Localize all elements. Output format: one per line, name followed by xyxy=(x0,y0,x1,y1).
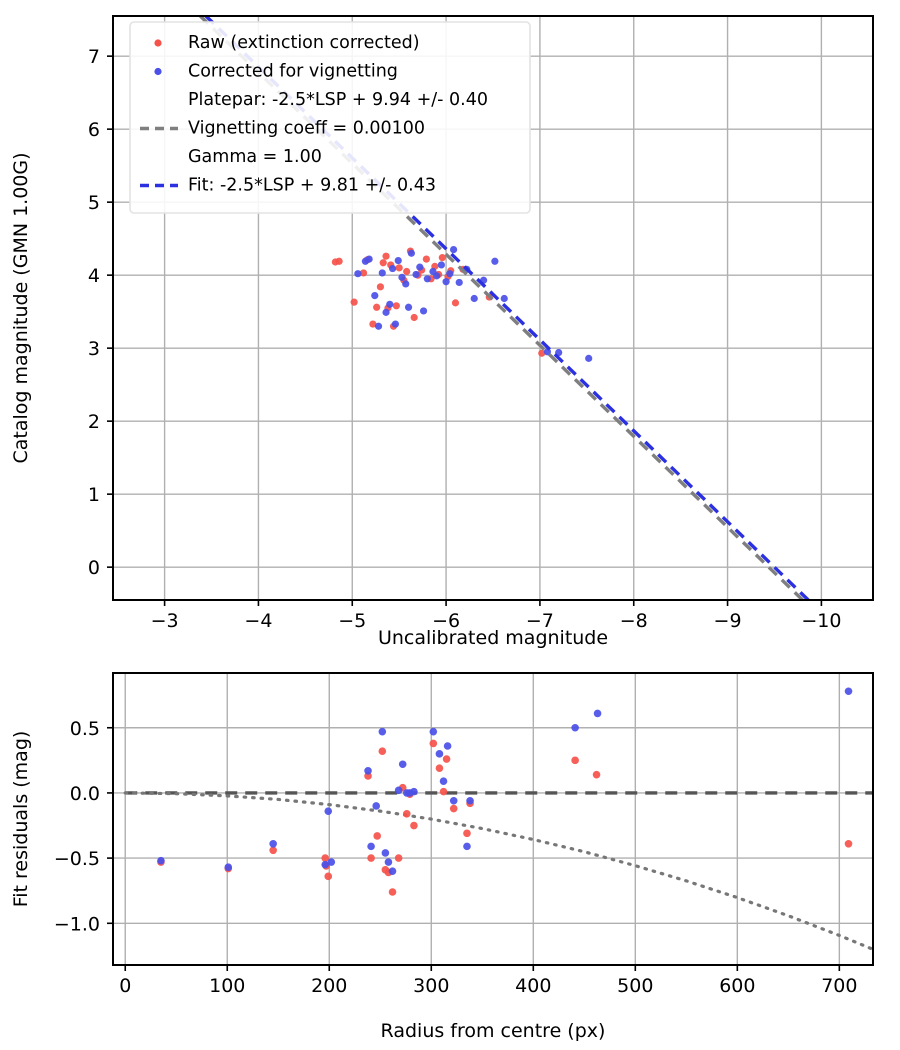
legend-label: Platepar: -2.5*LSP + 9.94 +/- 0.40 xyxy=(188,90,488,110)
legend-label: Fit: -2.5*LSP + 9.81 +/- 0.43 xyxy=(188,176,436,196)
top-fit-line-1 xyxy=(204,14,810,602)
bottom-series-1 xyxy=(157,687,853,875)
top-plot-legend: Raw (extinction corrected) Corrected for … xyxy=(129,21,531,214)
top-y-tick-label: 3 xyxy=(88,338,100,360)
legend-marker-dot xyxy=(154,39,162,47)
top-x-tick-label: −4 xyxy=(244,610,272,632)
bottom-x-tick-label: 300 xyxy=(413,975,449,997)
vignetting-curve xyxy=(123,791,875,951)
top-y-tick-label: 5 xyxy=(88,192,100,214)
top-x-tick-label: −5 xyxy=(338,610,366,632)
top-plot-fit-lines xyxy=(199,14,810,602)
legend-label: Raw (extinction corrected) xyxy=(188,33,420,53)
bottom-x-axis-label: Radius from centre (px) xyxy=(381,1020,606,1042)
bottom-x-tick-label: 400 xyxy=(515,975,551,997)
top-x-axis-label: Uncalibrated magnitude xyxy=(378,627,608,649)
legend-marker-dot xyxy=(154,67,162,76)
top-fit-line-0 xyxy=(199,14,804,602)
legend-box xyxy=(129,21,531,214)
top-y-tick-label: 1 xyxy=(88,484,100,506)
legend-label: Corrected for vignetting xyxy=(188,62,398,82)
bottom-y-tick-label: −1.0 xyxy=(54,913,100,935)
top-x-tick-label: −3 xyxy=(151,610,179,632)
bottom-x-tick-label: 0 xyxy=(119,975,131,997)
photometric-calibration-svg: −3 −4 −5 −6 −7 −8 −9 −10 0 1 2 3 4 5 6 7 Uncalibrated m… xyxy=(10,14,874,649)
legend-label: Vignetting coeff = 0.00100 xyxy=(188,119,425,139)
top-plot-series xyxy=(331,246,593,362)
top-y-tick-label: 6 xyxy=(88,119,100,141)
top-series-1 xyxy=(354,246,593,362)
top-y-axis-label: Catalog magnitude (GMN 1.00G) xyxy=(10,152,32,463)
bottom-y-tick-label: −0.5 xyxy=(54,848,100,870)
bottom-plot-lines xyxy=(123,791,875,951)
bottom-plot-frame xyxy=(112,672,874,966)
bottom-x-tick-label: 200 xyxy=(311,975,347,997)
top-y-tick-label: 0 xyxy=(88,557,100,579)
fit-residuals-panel: 0 100 200 300 400 500 600 700 0.5 0.0 −0.5 −1.0 Rad… xyxy=(0,655,900,1050)
top-y-tick-label: 2 xyxy=(88,411,100,433)
top-y-tick-label: 4 xyxy=(88,265,100,287)
bottom-plot-ticks: 0 100 200 300 400 500 600 700 0.5 0.0 −0.5 −1.0 xyxy=(54,718,858,997)
fit-residuals-svg: 0 100 200 300 400 500 600 700 0.5 0.0 −0.5 −1.0 Rad… xyxy=(10,672,875,1042)
bottom-y-axis-label: Fit residuals (mag) xyxy=(10,731,32,908)
bottom-x-tick-label: 500 xyxy=(617,975,653,997)
top-x-tick-label: −9 xyxy=(714,610,742,632)
bottom-y-tick-label: 0.0 xyxy=(70,783,100,805)
legend-label: Gamma = 1.00 xyxy=(188,147,322,167)
bottom-x-tick-label: 100 xyxy=(209,975,245,997)
bottom-series-0 xyxy=(157,739,853,896)
top-plot-frame xyxy=(112,15,874,601)
photometric-calibration-panel: −3 −4 −5 −6 −7 −8 −9 −10 0 1 2 3 4 5 6 7 Uncalibrated m… xyxy=(10,14,874,649)
top-x-tick-label: −10 xyxy=(801,610,841,632)
bottom-x-tick-label: 600 xyxy=(719,975,755,997)
top-x-tick-label: −7 xyxy=(526,610,554,632)
bottom-x-tick-label: 700 xyxy=(821,975,857,997)
bottom-plot-grid xyxy=(113,673,873,965)
bottom-plot-series xyxy=(157,687,853,896)
top-x-tick-label: −8 xyxy=(620,610,648,632)
top-y-tick-label: 7 xyxy=(88,46,100,68)
top-x-tick-label: −6 xyxy=(432,610,460,632)
bottom-y-tick-label: 0.5 xyxy=(70,718,100,740)
top-plot-ticks: −3 −4 −5 −6 −7 −8 −9 −10 0 1 2 3 4 5 6 7 xyxy=(88,46,842,632)
